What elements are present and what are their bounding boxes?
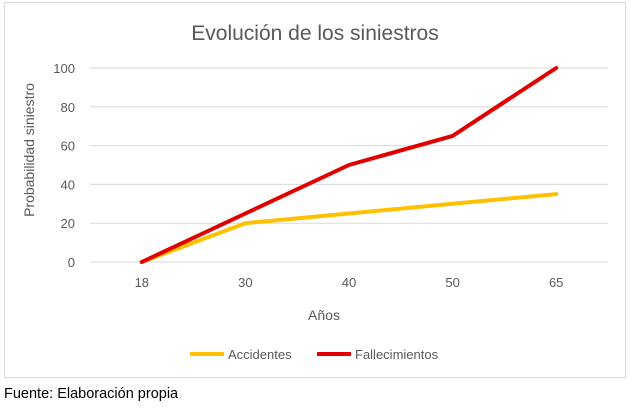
x-axis-title: Años [308,307,340,323]
y-tick-label: 20 [61,216,75,231]
legend-label: Fallecimientos [355,347,439,362]
x-axis-ticks: 18 30 40 50 65 [135,275,564,290]
x-tick-label: 40 [342,275,356,290]
line-chart: Evolución de los siniestros 0 20 40 60 80 100… [21,22,608,362]
chart-title: Evolución de los siniestros [191,22,438,45]
series-line-accidentes [139,192,559,264]
y-tick-label: 40 [61,177,75,192]
series-lines [139,66,559,264]
chart-frame [4,2,626,378]
gridlines [90,67,608,263]
y-tick-label: 60 [61,139,75,154]
x-tick-label: 65 [549,275,563,290]
y-tick-label: 100 [53,61,75,76]
y-tick-label: 80 [61,100,75,115]
y-axis-title: Probabilidad siniestro [21,83,37,217]
legend: Accidentes Fallecimientos [190,347,439,362]
source-note: Fuente: Elaboración propia [4,386,179,402]
y-tick-label: 0 [68,255,75,270]
x-tick-label: 18 [135,275,149,290]
legend-label: Accidentes [228,347,292,362]
y-axis-ticks: 0 20 40 60 80 100 [53,61,75,270]
x-tick-label: 30 [238,275,252,290]
x-tick-label: 50 [445,275,459,290]
